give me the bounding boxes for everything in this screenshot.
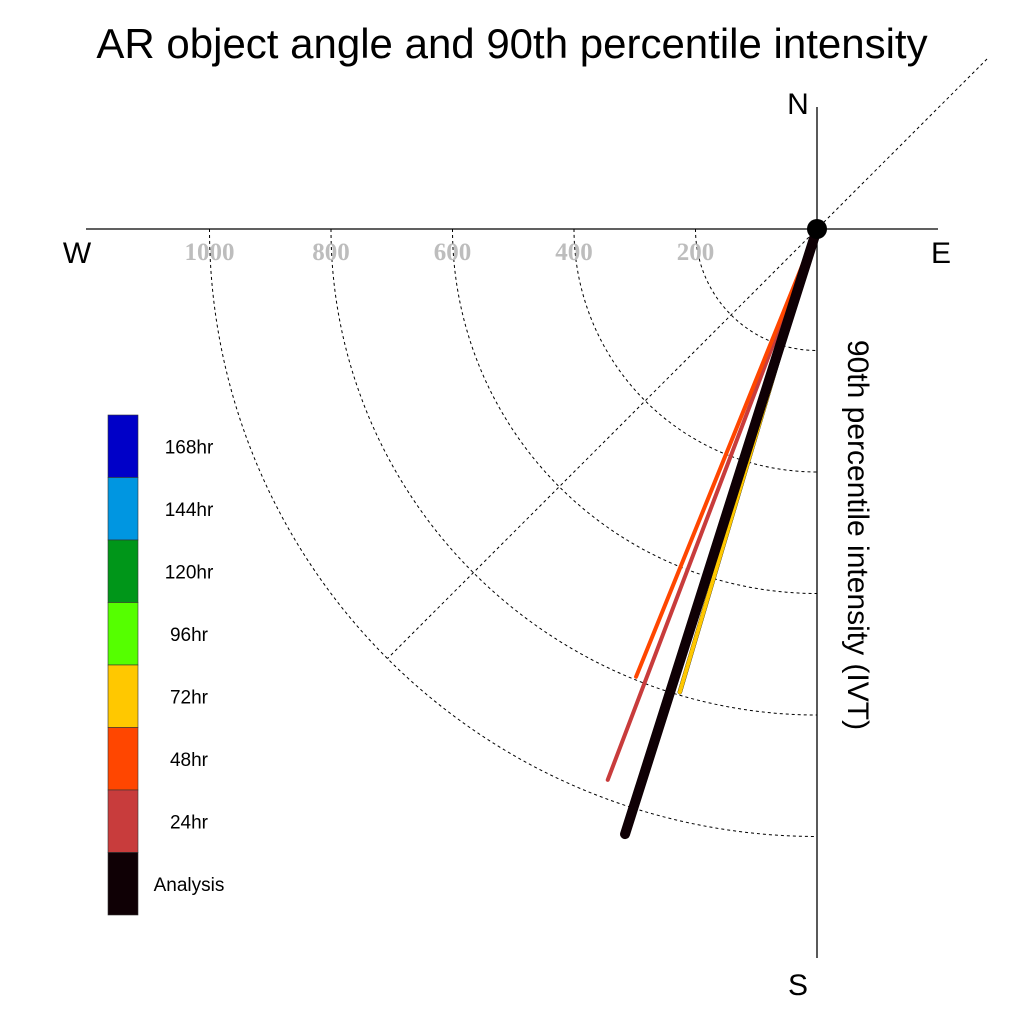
legend-swatch-168hr xyxy=(107,414,139,478)
legend-swatch-analysis xyxy=(107,852,139,916)
vector-analysis xyxy=(620,224,822,840)
legend-label-24hr: 24hr xyxy=(170,812,209,833)
legend-label-96hr: 96hr xyxy=(170,625,209,646)
legend-swatch-120hr xyxy=(107,539,139,603)
legend-label-168hr: 168hr xyxy=(165,437,214,458)
legend-label-72hr: 72hr xyxy=(170,687,209,708)
radial-tick-200: 200 xyxy=(677,239,715,266)
legend-swatch-24hr xyxy=(107,789,139,853)
vector-24hr xyxy=(605,227,819,782)
compass-east: E xyxy=(931,237,951,270)
radial-tick-1000: 1000 xyxy=(185,239,235,266)
data-vectors xyxy=(605,224,822,840)
origin-marker xyxy=(807,219,827,239)
legend-swatch-72hr xyxy=(107,664,139,728)
legend-swatch-96hr xyxy=(107,602,139,666)
grid-arc-3 xyxy=(330,228,818,716)
grid-arc-0 xyxy=(695,228,818,351)
radial-tick-labels: 200 400 600 800 1000 xyxy=(185,239,715,266)
radial-tick-800: 800 xyxy=(312,239,350,266)
grid-arc-4 xyxy=(209,228,818,837)
legend-label-144hr: 144hr xyxy=(165,500,214,521)
legend: 168hr 144hr 120hr 96hr 72hr 48hr 24hr Analysis xyxy=(107,414,225,916)
polar-grid xyxy=(209,58,988,837)
y-axis-label: 90th percentile intensity (IVT) xyxy=(841,340,874,730)
legend-swatch-48hr xyxy=(107,727,139,791)
compass-west: W xyxy=(63,237,92,270)
compass-south: S xyxy=(788,969,808,1002)
legend-label-48hr: 48hr xyxy=(170,750,209,771)
grid-arc-1 xyxy=(573,228,818,473)
chart-title: AR object angle and 90th percentile inte… xyxy=(96,20,927,67)
compass-north: N xyxy=(787,88,809,121)
radial-tick-600: 600 xyxy=(434,239,472,266)
grid-arc-2 xyxy=(452,228,818,594)
radial-tick-400: 400 xyxy=(555,239,593,266)
legend-label-analysis: Analysis xyxy=(154,875,225,896)
legend-label-120hr: 120hr xyxy=(165,562,214,583)
legend-swatch-144hr xyxy=(107,477,139,541)
vector-48hr xyxy=(634,227,819,679)
